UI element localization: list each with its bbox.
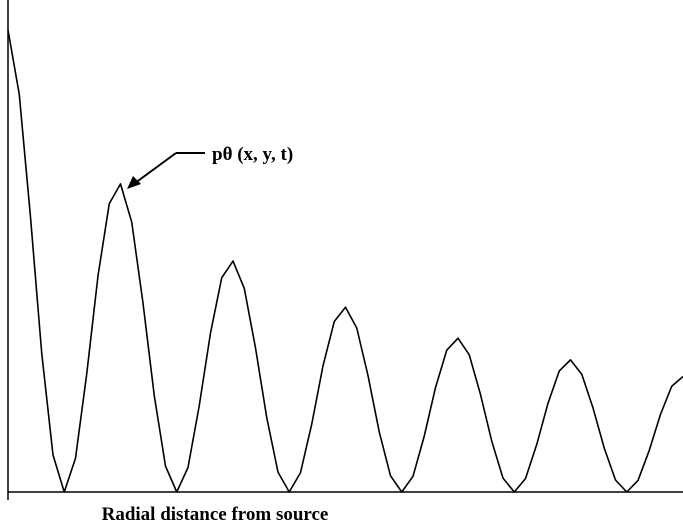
annotation-arrow: [127, 152, 205, 189]
x-axis-label: Radial distance from source: [102, 504, 329, 525]
data-line: [7, 29, 683, 493]
annotation: pθ (x, y, t): [212, 144, 293, 165]
